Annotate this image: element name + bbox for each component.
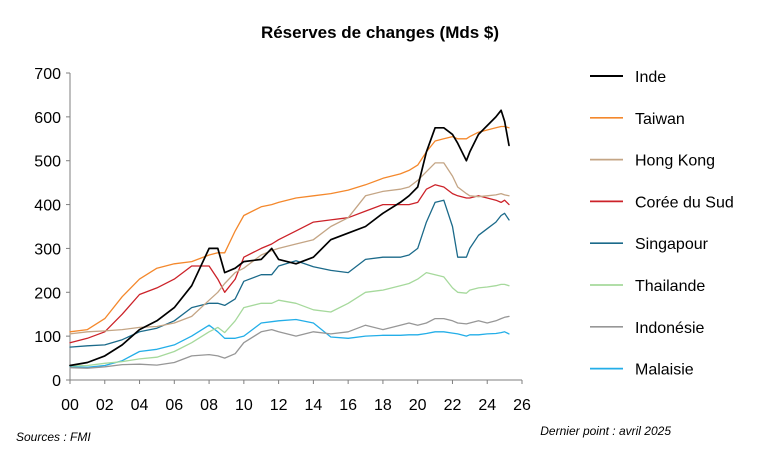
series-line-thailande <box>69 271 510 367</box>
x-tick-label: 00 <box>61 397 79 414</box>
legend-label: Taiwan <box>635 111 685 128</box>
source-note: Sources : FMI <box>16 430 91 444</box>
x-tick-label: 04 <box>131 397 149 414</box>
legend-label: Indonésie <box>635 320 704 337</box>
y-tick-label: 700 <box>34 66 61 83</box>
series-line-taiwan <box>69 125 510 333</box>
x-tick-label: 14 <box>304 397 322 414</box>
legend-label: Inde <box>635 69 666 86</box>
series-line-malaisie <box>69 318 510 368</box>
x-tick-label: 24 <box>478 397 496 414</box>
series-line-hong-kong <box>69 162 510 335</box>
y-tick-label: 300 <box>34 241 61 258</box>
legend: Inde Taiwan Hong Kong Corée du Sud Singapour… <box>590 69 734 379</box>
x-tick-label: 16 <box>339 397 357 414</box>
x-tick-label: 26 <box>513 397 531 414</box>
x-tick-label: 22 <box>444 397 462 414</box>
series-line-indonesie <box>69 315 510 369</box>
series-line-coree-du-sud <box>69 184 510 344</box>
last-point-note: Dernier point : avril 2025 <box>540 424 671 438</box>
x-tick-label: 12 <box>270 397 288 414</box>
legend-label: Thailande <box>635 278 705 295</box>
y-tick-label: 400 <box>34 198 61 215</box>
legend-label: Singapour <box>635 236 709 253</box>
legend-label: Hong Kong <box>635 153 715 170</box>
x-tick-label: 02 <box>96 397 114 414</box>
legend-label: Malaisie <box>635 362 694 379</box>
legend-label: Corée du Sud <box>635 194 734 211</box>
y-tick-label: 600 <box>34 110 61 127</box>
x-tick-label: 06 <box>165 397 183 414</box>
y-tick-label: 500 <box>34 154 61 171</box>
chart-title: Réserves de changes (Mds $) <box>261 23 499 42</box>
y-tick-label: 0 <box>52 373 61 390</box>
x-tick-label: 18 <box>374 397 392 414</box>
series-line-singapour <box>69 199 510 348</box>
series-line-inde <box>69 109 510 367</box>
x-tick-label: 20 <box>409 397 427 414</box>
y-tick-label: 100 <box>34 329 61 346</box>
x-tick-label: 10 <box>235 397 253 414</box>
x-tick-label: 08 <box>200 397 218 414</box>
plot-area: 0 100 200 300 400 500 600 700 00 02 04 06 08 10 12 14 16… <box>34 66 531 414</box>
y-tick-label: 200 <box>34 285 61 302</box>
